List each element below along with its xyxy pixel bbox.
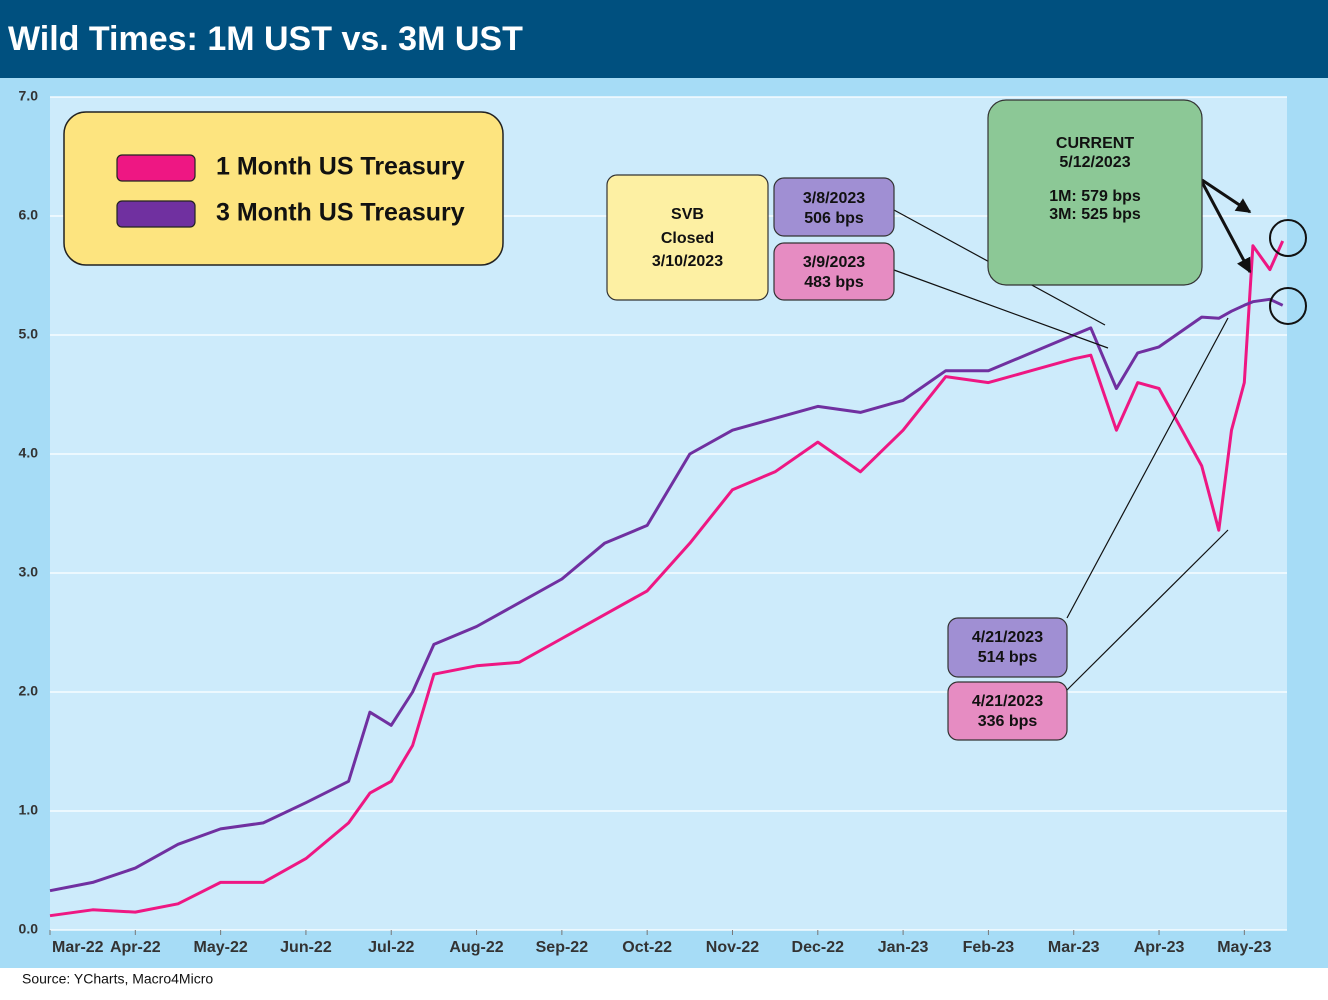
annotation-box xyxy=(987,99,1203,286)
annotation-text: Closed xyxy=(661,230,714,247)
annotation-text: 4/21/2023 xyxy=(972,693,1043,710)
x-tick-label: Sep-22 xyxy=(536,939,589,956)
x-tick-label: Jun-22 xyxy=(280,939,332,956)
source: Source: YCharts, Macro4Micro xyxy=(22,971,213,987)
y-tick-label: 1.0 xyxy=(19,802,39,818)
x-tick-label: Oct-22 xyxy=(622,939,672,956)
y-tick-label: 6.0 xyxy=(19,207,39,223)
series-line xyxy=(49,240,1285,918)
annotation-text: SVB xyxy=(671,206,704,223)
x-tick-label: Nov-22 xyxy=(706,939,759,956)
legend-label: 1 Month US Treasury xyxy=(216,153,465,181)
title-bar xyxy=(0,0,1328,78)
highlight-circle xyxy=(1269,219,1307,257)
arrow xyxy=(1201,178,1252,214)
legend-swatch xyxy=(116,154,196,182)
annotation-text: 1M: 579 bps xyxy=(1049,188,1141,205)
x-tick-label: Dec-22 xyxy=(792,939,845,956)
y-tick-label: 3.0 xyxy=(19,564,39,580)
annotation-box xyxy=(606,174,769,301)
x-tick-label: May-23 xyxy=(1217,939,1271,956)
annotation-box xyxy=(773,177,895,237)
annotation-text: CURRENT xyxy=(1056,135,1134,152)
x-tick-label: Jul-22 xyxy=(368,939,414,956)
legend-swatch xyxy=(116,200,196,228)
x-tick-label: Mar-23 xyxy=(1048,939,1100,956)
annotation-text: 3/10/2023 xyxy=(652,253,723,270)
annotation-text: 3M: 525 bps xyxy=(1049,206,1141,223)
legend-box xyxy=(63,111,504,266)
series-line xyxy=(49,297,1284,893)
x-tick-label: Apr-22 xyxy=(110,939,161,956)
chart-title: Wild Times: 1M UST vs. 3M UST xyxy=(8,20,523,58)
y-tick-label: 7.0 xyxy=(19,88,39,104)
arrow xyxy=(1200,181,1252,274)
y-tick-label: 2.0 xyxy=(19,683,39,699)
annotation-text: 5/12/2023 xyxy=(1059,154,1130,171)
annotation-text: 3/9/2023 xyxy=(803,254,865,271)
x-tick-label: Feb-23 xyxy=(963,939,1015,956)
annotation-text: 514 bps xyxy=(978,649,1038,666)
legend-label: 3 Month US Treasury xyxy=(216,199,465,227)
x-tick-label: Jan-23 xyxy=(878,939,929,956)
x-tick-label: May-22 xyxy=(193,939,247,956)
x-tick-label: Aug-22 xyxy=(449,939,503,956)
x-tick-label: Apr-23 xyxy=(1134,939,1185,956)
annotation-text: 3/8/2023 xyxy=(803,190,865,207)
annotation-text: 336 bps xyxy=(978,713,1038,730)
y-tick-label: 5.0 xyxy=(19,326,39,342)
annotation-text: 4/21/2023 xyxy=(972,629,1043,646)
highlight-circle xyxy=(1269,287,1307,325)
annotation-box xyxy=(947,617,1068,678)
annotation-text: 483 bps xyxy=(804,274,864,291)
x-tick-label: Mar-22 xyxy=(52,939,104,956)
connector xyxy=(1066,529,1229,691)
y-tick-label: 4.0 xyxy=(19,445,39,461)
connector xyxy=(893,269,1109,349)
annotation-text: 506 bps xyxy=(804,210,864,227)
y-tick-label: 0.0 xyxy=(19,921,39,937)
annotation-box xyxy=(773,242,895,301)
connector xyxy=(1066,317,1229,619)
annotation-box xyxy=(947,681,1068,741)
